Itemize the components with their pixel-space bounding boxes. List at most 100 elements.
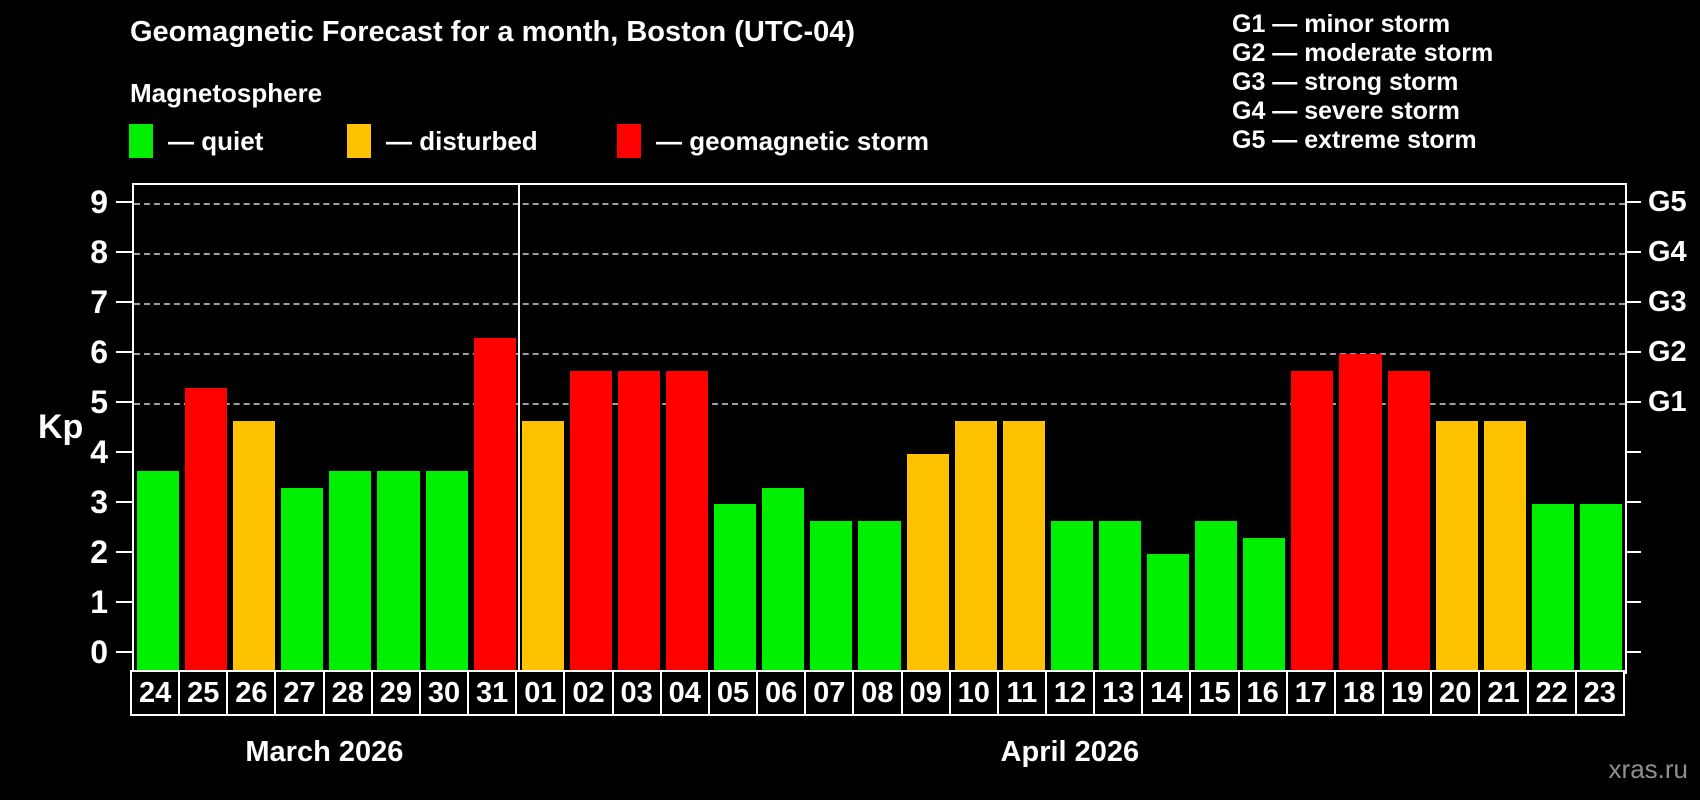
g-tick xyxy=(1625,651,1641,653)
day-label-09: 09 xyxy=(900,670,951,716)
day-label-16: 16 xyxy=(1237,670,1288,716)
kp-tick xyxy=(116,601,132,603)
g-tick xyxy=(1625,251,1641,253)
kp-bar-08 xyxy=(858,520,901,672)
kp-bar-09 xyxy=(906,454,949,672)
kp-bar-18 xyxy=(1339,354,1382,672)
g-axis-label-g4: G4 xyxy=(1648,236,1687,268)
g-axis-label-g1: G1 xyxy=(1648,386,1687,418)
kp-bar-24 xyxy=(137,470,180,672)
kp-tick-label: 5 xyxy=(90,384,108,420)
g-legend-line: G5 — extreme storm xyxy=(1232,126,1477,154)
day-label-02: 02 xyxy=(563,670,614,716)
day-label-29: 29 xyxy=(370,670,421,716)
status-legend: — quiet — disturbed — geomagnetic storm xyxy=(0,124,1100,160)
kp-tick-label: 6 xyxy=(90,334,108,370)
kp-bar-21 xyxy=(1483,420,1526,672)
kp-bar-19 xyxy=(1387,370,1430,672)
kp-bar-30 xyxy=(425,470,468,672)
kp-tick-label: 3 xyxy=(90,484,108,520)
day-label-26: 26 xyxy=(226,670,277,716)
gridline-kp5 xyxy=(134,403,1625,405)
day-label-07: 07 xyxy=(804,670,855,716)
g-axis-label-g3: G3 xyxy=(1648,286,1687,318)
day-label-23: 23 xyxy=(1574,670,1625,716)
month-label: April 2026 xyxy=(1000,736,1140,768)
day-label-04: 04 xyxy=(659,670,710,716)
kp-bar-10 xyxy=(954,420,997,672)
kp-bar-29 xyxy=(377,470,420,672)
day-label-19: 19 xyxy=(1382,670,1433,716)
kp-tick-label: 9 xyxy=(90,184,108,220)
day-label-30: 30 xyxy=(418,670,470,716)
kp-tick xyxy=(116,201,132,203)
kp-tick-label: 4 xyxy=(90,434,108,470)
day-label-05: 05 xyxy=(707,670,759,716)
kp-bar-15 xyxy=(1195,520,1238,672)
quiet-legend-label: — quiet xyxy=(168,126,264,156)
day-label-14: 14 xyxy=(1141,670,1192,716)
g-legend-line: G2 — moderate storm xyxy=(1232,39,1494,67)
g-tick xyxy=(1625,201,1641,203)
kp-bar-11 xyxy=(1002,420,1045,672)
kp-tick xyxy=(116,351,132,353)
g-axis-label-g5: G5 xyxy=(1648,186,1687,218)
g-tick xyxy=(1625,451,1641,453)
kp-bar-05 xyxy=(714,504,757,672)
day-label-08: 08 xyxy=(852,670,903,716)
day-label-31: 31 xyxy=(467,670,518,716)
day-label-10: 10 xyxy=(948,670,999,716)
day-label-15: 15 xyxy=(1189,670,1240,716)
kp-tick xyxy=(116,401,132,403)
day-label-03: 03 xyxy=(611,670,662,716)
kp-tick xyxy=(116,651,132,653)
kp-bar-25 xyxy=(185,387,228,672)
disturbed-legend-label: — disturbed xyxy=(386,126,538,156)
day-label-13: 13 xyxy=(1093,670,1144,716)
storm-color-swatch xyxy=(617,124,641,158)
day-label-06: 06 xyxy=(756,670,807,716)
g-axis-label-g2: G2 xyxy=(1648,336,1687,368)
kp-bar-14 xyxy=(1147,554,1190,672)
day-label-28: 28 xyxy=(322,670,373,716)
kp-bar-22 xyxy=(1531,504,1574,672)
disturbed-color-swatch xyxy=(347,124,371,158)
day-label-11: 11 xyxy=(996,670,1047,716)
kp-bar-20 xyxy=(1435,420,1478,672)
kp-bar-31 xyxy=(473,337,516,672)
kp-bar-07 xyxy=(810,520,853,672)
g-scale-legend: G1 — minor storm G2 — moderate storm G3 — … xyxy=(1232,10,1493,155)
kp-bar-02 xyxy=(569,370,612,672)
gridline-kp7 xyxy=(134,303,1625,305)
gridline-kp6 xyxy=(134,353,1625,355)
kp-bar-06 xyxy=(762,487,805,672)
kp-bar-26 xyxy=(233,420,276,672)
day-label-27: 27 xyxy=(274,670,325,716)
month-label: March 2026 xyxy=(245,736,404,768)
g-legend-line: G4 — severe storm xyxy=(1232,97,1460,125)
kp-tick-label: 7 xyxy=(90,284,108,320)
gridline-kp9 xyxy=(134,203,1625,205)
kp-bar-27 xyxy=(281,487,324,672)
kp-tick xyxy=(116,251,132,253)
day-label-25: 25 xyxy=(178,670,229,716)
kp-bar-28 xyxy=(329,470,372,672)
kp-bar-17 xyxy=(1291,370,1334,672)
watermark: xras.ru xyxy=(1608,754,1688,784)
storm-legend-label: — geomagnetic storm xyxy=(656,126,930,156)
day-label-20: 20 xyxy=(1430,670,1481,716)
day-labels-row: 24 25 26 27 28 29 30 31 01 02 03 04 05 06 07 08 09 10 11 12… xyxy=(130,670,1625,716)
kp-tick-label: 8 xyxy=(90,234,108,270)
kp-bar-16 xyxy=(1243,537,1286,672)
g-legend-line: G1 — minor storm xyxy=(1232,10,1451,38)
day-label-21: 21 xyxy=(1478,670,1529,716)
g-tick xyxy=(1625,401,1641,403)
page-title: Geomagnetic Forecast for a month, Boston… xyxy=(130,16,856,48)
g-tick xyxy=(1625,351,1641,353)
g-legend-line: G3 — strong storm xyxy=(1232,68,1459,96)
kp-bar-23 xyxy=(1579,504,1622,672)
day-label-24: 24 xyxy=(130,670,181,716)
kp-bar-12 xyxy=(1050,520,1093,672)
kp-tick xyxy=(116,301,132,303)
